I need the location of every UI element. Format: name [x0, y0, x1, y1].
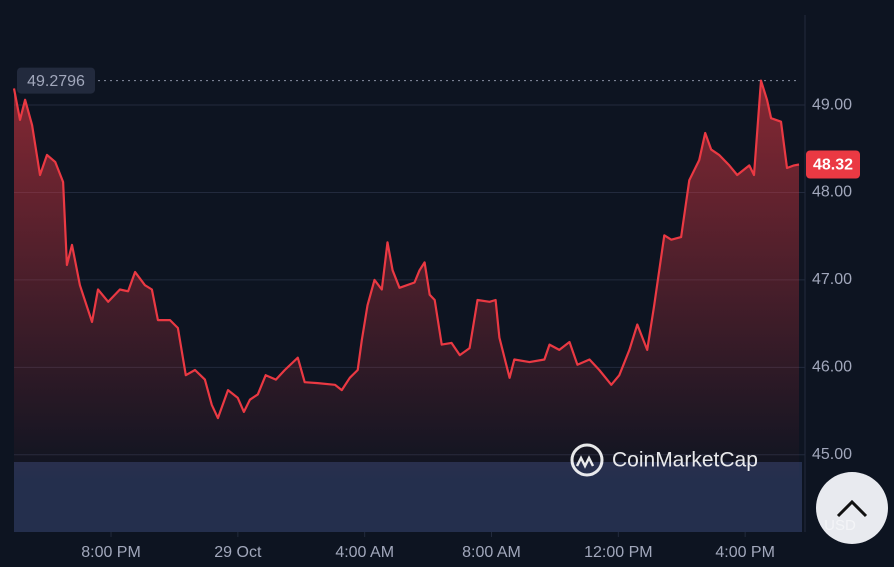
currency-button[interactable]: USD: [816, 472, 888, 544]
y-tick-label: 48.00: [812, 184, 852, 201]
grid: 45.00 46.00 47.00 48.00 49.00 8:00 PM 29 Oct 4:…: [14, 15, 852, 561]
x-tick-label: 4:00 AM: [335, 544, 394, 561]
price-line: [12, 79, 800, 420]
watermark-logo-mark: [575, 455, 595, 469]
x-tick-label: 8:00 PM: [81, 544, 141, 561]
x-tick-label: 8:00 AM: [462, 544, 521, 561]
price-area: [14, 80, 800, 481]
currency-label: USD: [824, 517, 856, 534]
y-tick-label: 49.00: [812, 96, 852, 113]
watermark-logo: [570, 443, 604, 477]
watermark-text: CoinMarketCap: [612, 449, 758, 472]
watermark: CoinMarketCap: [570, 443, 758, 477]
y-tick-label: 47.00: [812, 271, 852, 288]
x-tick-label: 29 Oct: [214, 544, 262, 561]
high-badge: [17, 67, 95, 94]
high-label: 49.2796: [27, 73, 85, 90]
last-price-tag: [806, 150, 860, 179]
x-tick-label: 12:00 PM: [584, 544, 652, 561]
y-tick-label: 46.00: [812, 359, 852, 376]
chevron-up[interactable]: [836, 499, 868, 518]
x-tick-label: 4:00 PM: [715, 544, 775, 561]
last-price-label: 48.32: [813, 157, 853, 174]
plot: 49.2796: [12, 67, 800, 481]
y-tick-label: 45.00: [812, 446, 852, 463]
button-circle[interactable]: [816, 472, 888, 544]
